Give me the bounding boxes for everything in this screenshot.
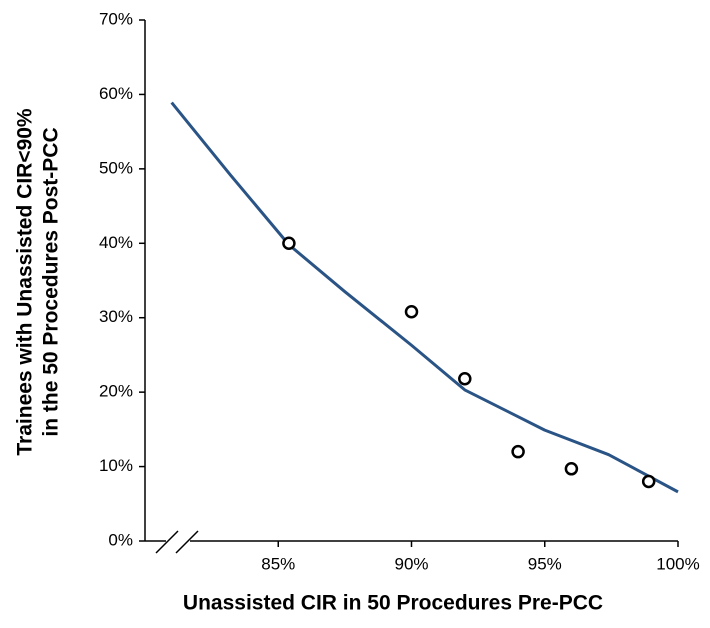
x-tick-label: 95% [528,554,562,573]
axis-break [155,530,199,554]
y-axis-label: in the 50 Procedures Post-PCC [40,127,63,436]
y-tick-label: 30% [99,307,133,326]
data-point [641,474,656,489]
x-tick-label: 85% [261,554,295,573]
y-axis-label: Trainees with Unassisted CIR<90% [14,108,37,456]
data-point [564,462,579,476]
y-tick-label: 70% [99,9,133,28]
x-tick-label: 90% [394,554,428,573]
data-point [458,371,472,386]
data-point [511,444,525,459]
y-tick-label: 10% [99,456,133,475]
y-tick-label: 0% [108,530,133,549]
fit-line [170,101,679,494]
x-tick-label: 100% [656,554,699,573]
y-tick-label: 20% [99,382,133,401]
data-point [404,305,419,319]
y-tick-label: 60% [99,84,133,103]
data-point [282,236,296,251]
x-axis-label: Unassisted CIR in 50 Procedures Pre-PCC [183,592,603,615]
y-tick-label: 50% [99,158,133,177]
y-tick-label: 40% [99,233,133,252]
